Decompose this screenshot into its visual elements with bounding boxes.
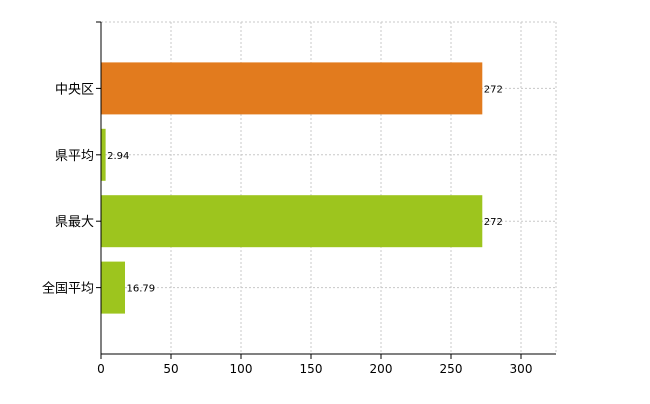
x-tick-label: 0	[97, 362, 105, 376]
bar	[101, 195, 483, 248]
y-tick-label: 県最大	[55, 215, 94, 230]
x-tick-label: 300	[510, 362, 533, 376]
y-tick-label: 県平均	[55, 149, 94, 164]
labels: 272 中央区 2.94 県平均 272 県最大 16.79 全国平均 0 50 100 150 200…	[42, 82, 532, 376]
bars	[101, 62, 483, 314]
bar	[101, 128, 106, 181]
data-label: 272	[484, 84, 503, 95]
x-tick-label: 50	[163, 362, 178, 376]
data-label: 16.79	[127, 284, 156, 295]
data-label: 272	[484, 217, 503, 228]
grid-lines	[101, 21, 557, 354]
x-tick-label: 200	[370, 362, 393, 376]
axes	[96, 21, 556, 359]
y-tick-label: 全国平均	[42, 281, 94, 297]
data-label: 2.94	[107, 151, 129, 162]
x-tick-label: 100	[230, 362, 253, 376]
bar	[101, 62, 483, 115]
y-tick-label: 中央区	[55, 82, 94, 97]
x-tick-label: 150	[300, 362, 323, 376]
bar	[101, 261, 126, 314]
x-tick-label: 250	[440, 362, 463, 376]
